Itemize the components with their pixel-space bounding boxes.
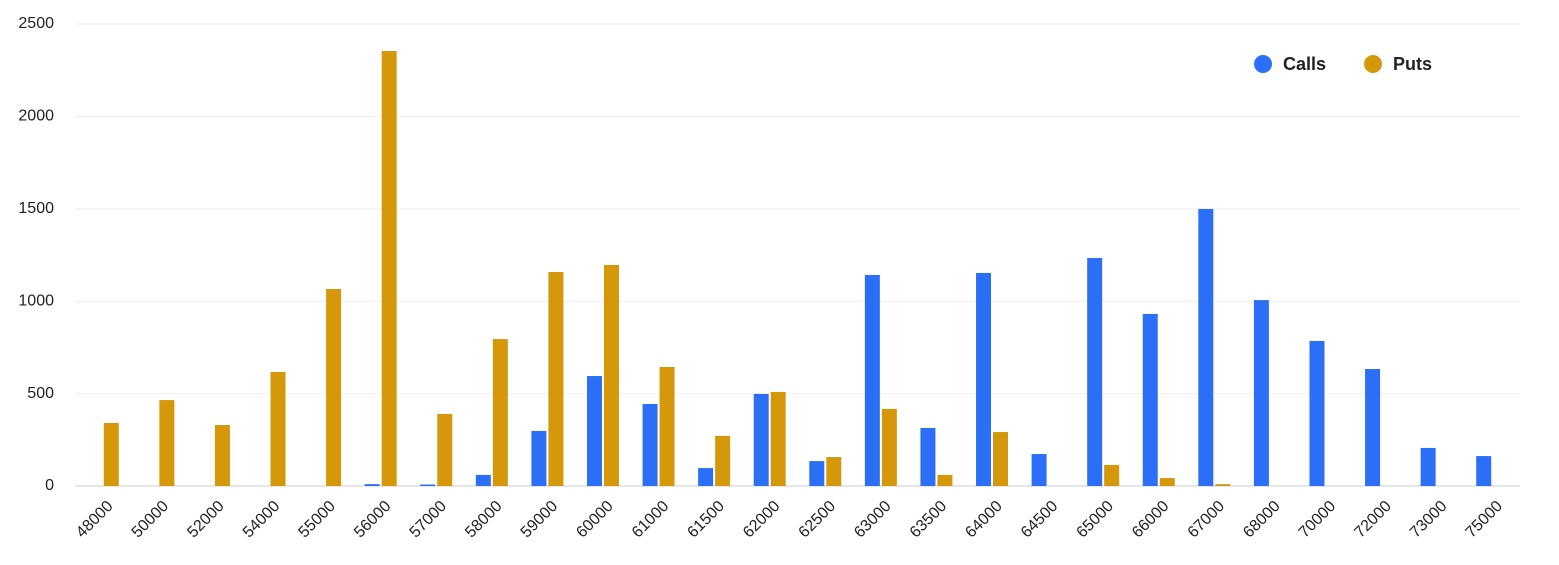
bar <box>864 274 880 486</box>
legend-label: Puts <box>1393 54 1432 74</box>
bar <box>826 456 842 486</box>
bar <box>642 403 658 486</box>
bar <box>326 289 342 486</box>
y-tick-label: 500 <box>27 385 54 402</box>
x-tick-label: 60000 <box>573 498 617 542</box>
legend-marker <box>1254 55 1272 73</box>
x-tick-label: 50000 <box>129 498 173 542</box>
bar <box>103 422 119 486</box>
bar <box>603 264 619 486</box>
x-tick-label: 67000 <box>1185 498 1229 542</box>
x-tick-label: 52000 <box>184 498 228 542</box>
x-tick-label: 73000 <box>1407 498 1451 542</box>
x-tick-label: 56000 <box>351 498 395 542</box>
x-tick-label: 70000 <box>1296 498 1340 542</box>
bar <box>475 474 491 486</box>
x-tick-label: 62000 <box>740 498 784 542</box>
bar <box>1420 447 1436 486</box>
x-tick-label: 48000 <box>73 498 117 542</box>
bar <box>364 484 380 486</box>
bar <box>920 427 936 486</box>
bar <box>420 484 436 486</box>
bar <box>437 413 453 486</box>
x-tick-label: 72000 <box>1351 498 1395 542</box>
y-tick-label: 2500 <box>18 15 54 32</box>
bar <box>492 339 508 486</box>
bar <box>531 430 547 486</box>
x-tick-label: 66000 <box>1129 498 1173 542</box>
bar <box>976 272 992 486</box>
x-tick-label: 64500 <box>1018 498 1062 542</box>
x-tick-label: 54000 <box>240 498 284 542</box>
bar <box>1159 478 1175 486</box>
y-tick-label: 0 <box>45 477 54 494</box>
legend-label: Calls <box>1283 54 1326 74</box>
bar <box>1253 300 1269 486</box>
bar <box>881 408 897 486</box>
x-tick-label: 63000 <box>851 498 895 542</box>
bar <box>993 432 1009 486</box>
bar <box>1476 456 1492 486</box>
bar <box>1198 208 1214 486</box>
bar <box>214 425 230 486</box>
y-tick-label: 1500 <box>18 200 54 217</box>
y-tick-label: 1000 <box>18 292 54 309</box>
bar <box>1142 313 1158 486</box>
x-tick-label: 62500 <box>796 498 840 542</box>
x-tick-label: 64000 <box>962 498 1006 542</box>
bar <box>1104 464 1120 486</box>
bar <box>1087 257 1103 486</box>
bar <box>1365 369 1381 486</box>
x-tick-label: 65000 <box>1073 498 1117 542</box>
x-tick-label: 55000 <box>295 498 339 542</box>
x-tick-label: 63500 <box>907 498 951 542</box>
bar <box>159 400 175 486</box>
x-tick-label: 61500 <box>684 498 728 542</box>
legend-marker <box>1364 55 1382 73</box>
x-tick-label: 61000 <box>629 498 673 542</box>
y-tick-label: 2000 <box>18 108 54 125</box>
bar <box>698 468 714 486</box>
bar <box>381 50 397 486</box>
bar <box>270 371 286 486</box>
x-tick-label: 68000 <box>1240 498 1284 542</box>
bar <box>753 393 769 486</box>
bar <box>770 391 786 486</box>
bar <box>1215 484 1231 486</box>
bar <box>809 461 825 486</box>
bar <box>548 272 564 486</box>
x-tick-label: 75000 <box>1463 498 1507 542</box>
x-tick-label: 58000 <box>462 498 506 542</box>
x-tick-label: 59000 <box>518 498 562 542</box>
bar <box>1309 340 1325 486</box>
bar <box>586 376 602 486</box>
bar <box>1031 454 1047 486</box>
x-tick-label: 57000 <box>407 498 451 542</box>
bar <box>715 435 731 486</box>
bar <box>659 366 675 486</box>
bar <box>937 474 953 486</box>
